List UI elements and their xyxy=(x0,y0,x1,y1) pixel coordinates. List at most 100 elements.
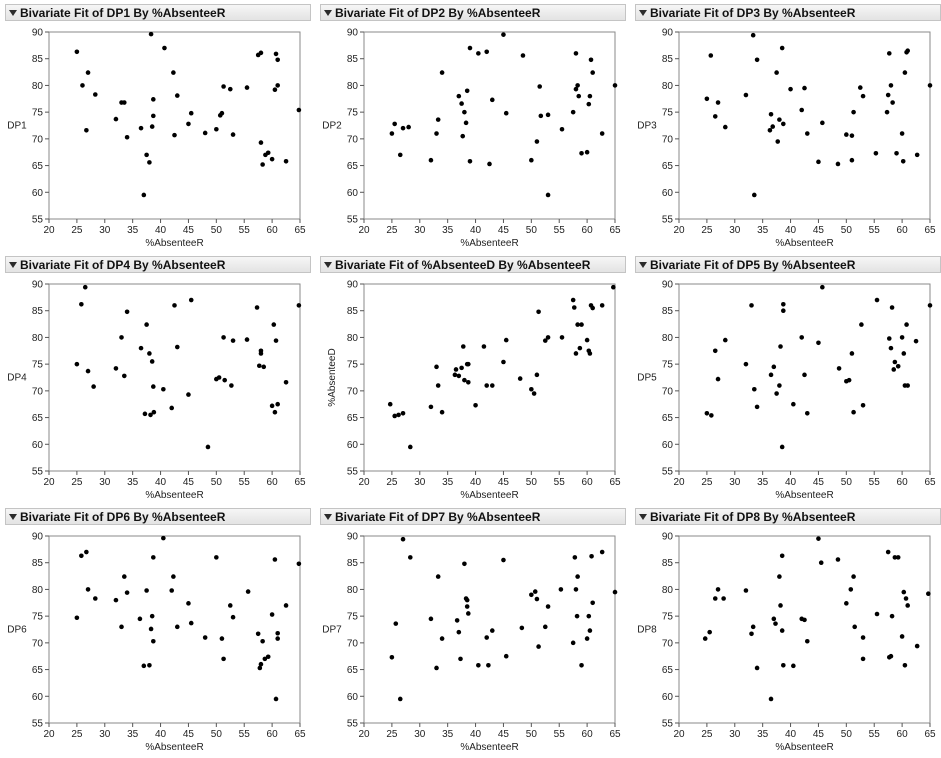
data-point[interactable] xyxy=(265,654,271,660)
data-point[interactable] xyxy=(775,139,781,144)
data-point[interactable] xyxy=(754,57,760,63)
data-point[interactable] xyxy=(575,83,580,88)
panel-header[interactable]: Bivariate Fit of %AbsenteeD By %Absentee… xyxy=(320,256,626,273)
data-point[interactable] xyxy=(889,613,895,619)
data-point[interactable] xyxy=(844,132,849,137)
disclosure-triangle-icon[interactable] xyxy=(639,9,647,16)
data-point[interactable] xyxy=(296,303,302,308)
data-point[interactable] xyxy=(570,640,576,646)
data-point[interactable] xyxy=(219,110,225,116)
data-point[interactable] xyxy=(227,86,233,92)
data-point[interactable] xyxy=(272,409,278,415)
data-point[interactable] xyxy=(149,359,155,364)
data-point[interactable] xyxy=(124,309,130,315)
data-point[interactable] xyxy=(85,70,91,75)
data-point[interactable] xyxy=(836,366,842,371)
data-point[interactable] xyxy=(142,411,148,417)
data-point[interactable] xyxy=(79,302,84,307)
data-point[interactable] xyxy=(889,305,895,310)
data-point[interactable] xyxy=(229,383,234,388)
data-point[interactable] xyxy=(161,535,166,541)
data-point[interactable] xyxy=(275,401,280,407)
data-point[interactable] xyxy=(389,131,395,136)
data-point[interactable] xyxy=(927,83,933,88)
data-point[interactable] xyxy=(396,412,401,418)
data-point[interactable] xyxy=(835,557,841,562)
data-point[interactable] xyxy=(804,131,810,136)
data-point[interactable] xyxy=(712,348,718,354)
data-point[interactable] xyxy=(851,409,856,415)
data-point[interactable] xyxy=(532,589,538,594)
data-point[interactable] xyxy=(531,391,537,396)
data-point[interactable] xyxy=(570,109,576,115)
data-point[interactable] xyxy=(262,656,268,662)
data-point[interactable] xyxy=(462,377,467,383)
data-point[interactable] xyxy=(151,384,156,389)
data-point[interactable] xyxy=(574,613,580,619)
data-point[interactable] xyxy=(890,100,895,105)
disclosure-triangle-icon[interactable] xyxy=(639,513,647,520)
panel-header[interactable]: Bivariate Fit of DP2 By %AbsenteeR xyxy=(320,4,626,21)
data-point[interactable] xyxy=(926,591,931,597)
data-point[interactable] xyxy=(144,322,149,327)
data-point[interactable] xyxy=(799,107,805,113)
data-point[interactable] xyxy=(708,53,714,58)
data-point[interactable] xyxy=(579,662,584,668)
data-point[interactable] xyxy=(722,124,728,130)
data-point[interactable] xyxy=(816,159,821,165)
data-point[interactable] xyxy=(777,117,782,122)
data-point[interactable] xyxy=(484,49,490,55)
data-point[interactable] xyxy=(400,125,406,131)
data-point[interactable] xyxy=(771,616,777,622)
data-point[interactable] xyxy=(147,160,152,165)
data-point[interactable] xyxy=(900,158,906,164)
data-point[interactable] xyxy=(768,111,774,117)
data-point[interactable] xyxy=(849,157,855,163)
data-point[interactable] xyxy=(743,92,749,98)
data-point[interactable] xyxy=(435,574,441,579)
data-point[interactable] xyxy=(172,132,177,138)
data-point[interactable] xyxy=(575,574,580,579)
data-point[interactable] xyxy=(283,603,289,608)
data-point[interactable] xyxy=(884,109,890,115)
data-point[interactable] xyxy=(122,100,127,105)
data-point[interactable] xyxy=(466,361,471,367)
data-point[interactable] xyxy=(462,109,467,115)
data-point[interactable] xyxy=(230,338,236,343)
data-point[interactable] xyxy=(804,410,810,416)
panel-header[interactable]: Bivariate Fit of DP1 By %AbsenteeR xyxy=(5,4,311,21)
data-point[interactable] xyxy=(715,100,721,105)
data-point[interactable] xyxy=(272,557,278,562)
data-point[interactable] xyxy=(570,297,576,303)
data-point[interactable] xyxy=(802,372,807,378)
data-point[interactable] xyxy=(459,101,464,106)
data-point[interactable] xyxy=(460,344,466,349)
data-point[interactable] xyxy=(503,337,509,343)
data-point[interactable] xyxy=(91,384,96,389)
scatter-plot[interactable]: 20 25 30 35 40 45 50 55 60 65 55 60 65 70 75 80 85 90 %Abs… xyxy=(5,21,311,252)
data-point[interactable] xyxy=(188,620,194,626)
data-point[interactable] xyxy=(501,359,506,365)
data-point[interactable] xyxy=(435,117,441,122)
data-point[interactable] xyxy=(172,303,177,308)
data-point[interactable] xyxy=(214,126,219,132)
data-point[interactable] xyxy=(261,364,267,370)
data-point[interactable] xyxy=(590,70,595,75)
data-point[interactable] xyxy=(520,53,526,58)
data-point[interactable] xyxy=(85,368,91,374)
data-point[interactable] xyxy=(885,92,891,98)
data-point[interactable] xyxy=(460,133,466,139)
data-point[interactable] xyxy=(779,553,785,559)
disclosure-triangle-icon[interactable] xyxy=(9,513,17,520)
data-point[interactable] xyxy=(774,70,779,75)
data-point[interactable] xyxy=(901,351,907,356)
data-point[interactable] xyxy=(148,31,154,37)
disclosure-triangle-icon[interactable] xyxy=(9,9,17,16)
data-point[interactable] xyxy=(484,383,490,388)
data-point[interactable] xyxy=(400,410,406,416)
data-point[interactable] xyxy=(558,587,564,592)
data-point[interactable] xyxy=(905,603,910,608)
data-point[interactable] xyxy=(393,621,399,626)
data-point[interactable] xyxy=(489,97,495,103)
data-point[interactable] xyxy=(715,587,721,592)
